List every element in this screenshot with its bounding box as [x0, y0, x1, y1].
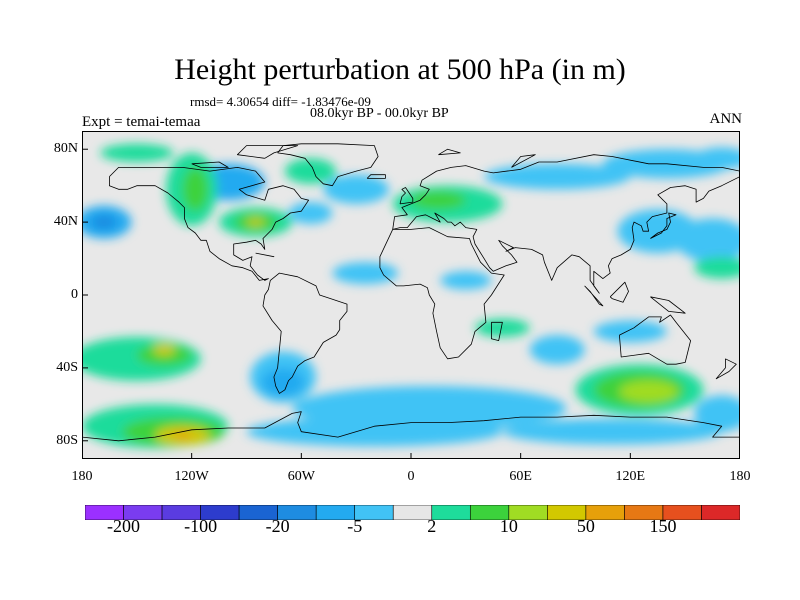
x-tick-label: 60W [287, 469, 315, 484]
coastline [392, 154, 740, 294]
coastline [511, 154, 536, 168]
colorbar-label: -20 [265, 516, 290, 536]
x-tick-label: 60E [509, 469, 532, 484]
anomaly-region [332, 262, 399, 285]
colorbar-label: 10 [499, 516, 518, 536]
colorbar-label: 150 [649, 516, 677, 536]
y-tick-label: 80S [56, 432, 78, 448]
experiment-label: Expt = temai-temaa [82, 114, 201, 130]
anomaly-region [182, 167, 209, 212]
coastline [191, 161, 229, 168]
anomaly-region [284, 158, 337, 184]
y-tick-label: 40N [53, 214, 78, 230]
colorbar-swatch [431, 505, 471, 520]
anomaly-region [91, 214, 117, 230]
coastline [609, 281, 629, 303]
anomaly-region [619, 380, 678, 403]
coastline [108, 167, 310, 281]
coastlines [82, 143, 740, 442]
coastline [366, 174, 386, 179]
anomaly-region [323, 174, 390, 204]
anomaly-region [593, 320, 667, 343]
x-tick-label: 0 [407, 469, 415, 484]
y-tick-label: 80N [53, 141, 78, 157]
season-label: ANN [709, 111, 743, 127]
coastline [399, 187, 414, 205]
coastline [379, 227, 505, 360]
coastline [650, 212, 677, 239]
coastline [650, 296, 686, 314]
coastline [584, 285, 604, 307]
coastline [715, 358, 737, 380]
time-period-label: 08.0kyr BP - 00.0kyr BP [310, 106, 449, 121]
anomaly-region [246, 417, 503, 447]
x-tick-label: 180 [729, 469, 751, 484]
rmsd-diff-stats: rmsd= 4.30654 diff= -1.83476e-09 [190, 94, 371, 109]
anomaly-region [484, 163, 631, 190]
anomaly-region [694, 256, 740, 279]
colorbar-swatch [392, 505, 433, 520]
colorbar [85, 505, 740, 520]
anomaly-field [82, 143, 740, 449]
anomaly-region [440, 271, 492, 290]
anomaly-region [617, 209, 698, 254]
x-tick-label: 120W [174, 469, 209, 484]
anomaly-region [694, 147, 740, 170]
anomaly-region [502, 418, 722, 445]
x-tick-label: 180 [71, 469, 93, 484]
coastline [236, 145, 299, 159]
coastline [438, 148, 461, 156]
y-tick-label: 40S [56, 359, 78, 375]
coastline [619, 314, 691, 365]
colorbar-swatch [701, 505, 740, 520]
anomaly-region [100, 143, 174, 162]
colorbar-label: 2 [427, 516, 437, 536]
map-frame [82, 131, 740, 459]
plot-title: Height perturbation at 500 hPa (in m) [174, 53, 626, 86]
colorbar-label: -5 [347, 516, 363, 536]
anomaly-region [153, 344, 176, 356]
coastline [490, 321, 503, 342]
coastline [262, 272, 348, 394]
anomaly-region [246, 218, 265, 226]
x-tick-label: 120E [615, 469, 646, 484]
anomaly-region [261, 367, 305, 398]
colorbar-label: 50 [576, 516, 595, 536]
y-tick-label: 0 [71, 287, 78, 302]
coastline [277, 143, 379, 187]
colorbar-label: -200 [107, 516, 141, 536]
coastline [82, 411, 740, 442]
anomaly-region [173, 431, 192, 439]
anomaly-region [474, 318, 530, 337]
anomaly-region [136, 344, 192, 367]
anomaly-region [288, 202, 333, 224]
colorbar-label: -100 [184, 516, 218, 536]
map-plot [82, 131, 740, 459]
anomaly-region [529, 335, 585, 365]
anomaly-region [694, 395, 740, 432]
coastline [255, 252, 275, 258]
